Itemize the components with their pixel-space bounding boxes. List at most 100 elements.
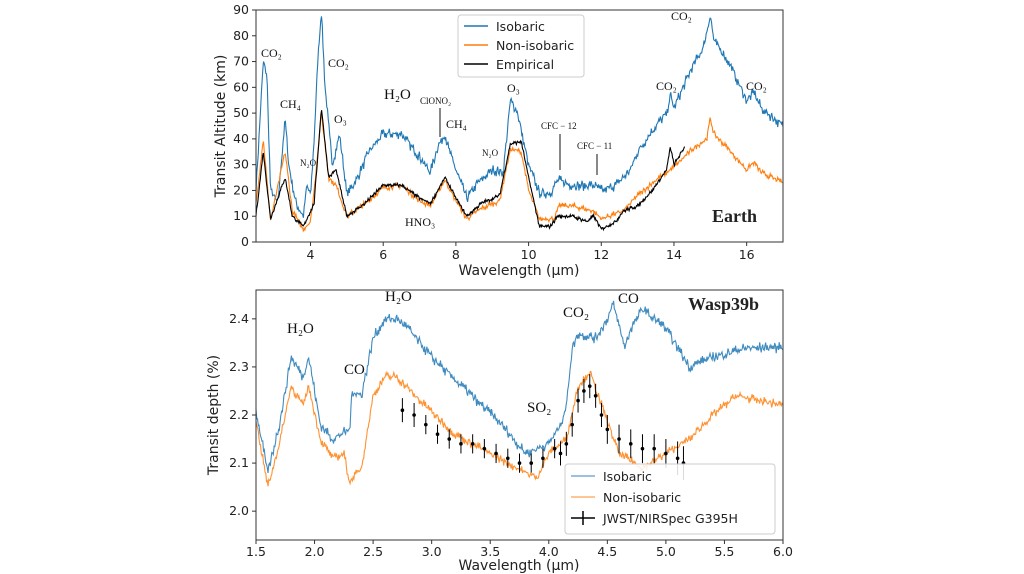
x-tick-label: 16 (739, 247, 755, 262)
x-tick-label: 5.0 (656, 544, 676, 559)
wasp39b-annotation: H₂O (287, 321, 314, 337)
earth-panel-label: Earth (712, 206, 757, 226)
x-tick-label: 8 (452, 247, 460, 262)
earth-panel: 4 6 8 10 12 14 16 0 10 20 30 40 50 60 70 80 90 Wavelengt… (213, 2, 784, 279)
y-tick-label: 0 (241, 234, 249, 249)
data-point (570, 422, 574, 427)
data-point (664, 451, 668, 456)
series-line-non-isobaric (255, 111, 784, 232)
data-point (593, 393, 598, 398)
earth-annotation: N₂O (300, 158, 317, 168)
x-tick-label: 10 (521, 247, 537, 262)
y-tick-label: 20 (233, 182, 249, 197)
earth-annotation: CFC − 11 (577, 141, 612, 151)
data-point (552, 446, 557, 451)
data-point (587, 384, 592, 388)
earth-annotation: CFC − 12 (541, 121, 577, 131)
data-point (529, 461, 534, 465)
earth-annotation: O₃ (507, 81, 520, 95)
wasp39b-legend: Isobaric Non-isobaric JWST/NIRSpec G395H (564, 463, 776, 535)
earth-series-lines (255, 16, 784, 232)
earth-annotation: CO₂ (261, 46, 282, 60)
data-point (459, 442, 463, 446)
data-point (541, 456, 545, 461)
wasp39b-annotation: CO₂ (563, 305, 589, 321)
wasp39b-ylabel: Transit depth (%) (206, 355, 222, 476)
series-line-isobaric (255, 16, 784, 218)
x-tick-label: 12 (593, 247, 609, 262)
wasp39b-series-lines (255, 300, 784, 487)
wasp39b-panel-label: Wasp39b (688, 294, 759, 314)
earth-annotation: CO₂ (656, 79, 677, 93)
y-tick-label: 30 (233, 157, 249, 172)
data-point (640, 446, 645, 451)
data-point (564, 442, 569, 446)
data-point (652, 446, 656, 451)
data-point (482, 446, 487, 451)
legend-label: Non-isobaric (603, 490, 681, 505)
data-point (599, 413, 604, 417)
earth-annotation: CH₄ (446, 117, 467, 131)
data-point (412, 413, 416, 417)
wasp39b-panel: 1.5 2.0 2.5 3.0 3.5 4.0 4.5 5.0 5.5 6.0 2.0 2.1 2.2 2… (206, 289, 793, 574)
data-point (400, 408, 405, 412)
data-point (675, 456, 680, 461)
y-tick-label: 60 (233, 79, 249, 94)
y-tick-label: 2.2 (229, 407, 249, 422)
wasp39b-ticks: 1.5 2.0 2.5 3.0 3.5 4.0 4.5 5.0 5.5 6.0 2.0 2.1 2.2 2… (229, 311, 793, 559)
earth-legend: Isobaric Non-isobaric Empirical (457, 14, 585, 78)
data-point (424, 422, 428, 427)
y-tick-label: 40 (233, 131, 249, 146)
data-point (558, 451, 563, 456)
y-tick-label: 80 (233, 28, 249, 43)
y-tick-label: 2.1 (229, 455, 249, 470)
earth-annotation: H₂O (384, 87, 411, 103)
earth-annotation: ClONO₂ (420, 96, 451, 106)
y-tick-label: 2.0 (229, 503, 249, 518)
y-tick-label: 10 (233, 208, 249, 223)
x-tick-label: 4.0 (539, 544, 559, 559)
x-tick-label: 2.5 (363, 544, 383, 559)
series-line-empirical (255, 110, 685, 232)
earth-annotation: N₂O (482, 148, 499, 158)
data-point (447, 437, 452, 441)
data-point (617, 437, 621, 441)
wasp39b-annotation: SO₂ (527, 400, 551, 416)
data-point (582, 389, 586, 393)
x-tick-label: 14 (666, 247, 682, 262)
data-point (494, 451, 498, 456)
data-point (505, 456, 510, 461)
earth-annotation: O₃ (334, 112, 347, 126)
series-line-isobaric (255, 300, 784, 473)
x-tick-label: 4.5 (597, 544, 617, 559)
wasp39b-xlabel: Wavelength (µm) (459, 558, 580, 574)
data-point (470, 442, 475, 446)
data-point (628, 442, 633, 446)
earth-annotation: CO₂ (746, 79, 767, 93)
x-tick-label: 3.0 (422, 544, 442, 559)
earth-ticks: 4 6 8 10 12 14 16 0 10 20 30 40 50 60 70 80 90 (233, 2, 755, 262)
data-point (605, 427, 610, 432)
legend-label: Non-isobaric (496, 38, 574, 53)
y-tick-label: 90 (233, 2, 249, 17)
x-tick-label: 4 (307, 247, 315, 262)
wasp39b-annotation: H₂O (385, 289, 412, 305)
wasp39b-legend-box (564, 463, 776, 535)
earth-legend-box (457, 14, 585, 78)
earth-ylabel: Transit Altitude (km) (213, 55, 229, 199)
x-tick-label: 2.0 (305, 544, 325, 559)
legend-label: Isobaric (603, 469, 652, 484)
data-point (435, 432, 440, 437)
y-tick-label: 2.3 (229, 359, 249, 374)
x-tick-label: 6 (379, 247, 387, 262)
data-point (517, 461, 522, 465)
legend-label: JWST/NIRSpec G395H (602, 511, 738, 526)
earth-annotation: CO₂ (671, 9, 692, 23)
earth-xlabel: Wavelength (µm) (459, 263, 580, 279)
legend-label: Empirical (496, 57, 554, 72)
wasp39b-annotation: CO (618, 291, 639, 307)
y-tick-label: 2.4 (229, 311, 249, 326)
y-tick-label: 70 (233, 54, 249, 69)
x-tick-label: 5.5 (714, 544, 734, 559)
